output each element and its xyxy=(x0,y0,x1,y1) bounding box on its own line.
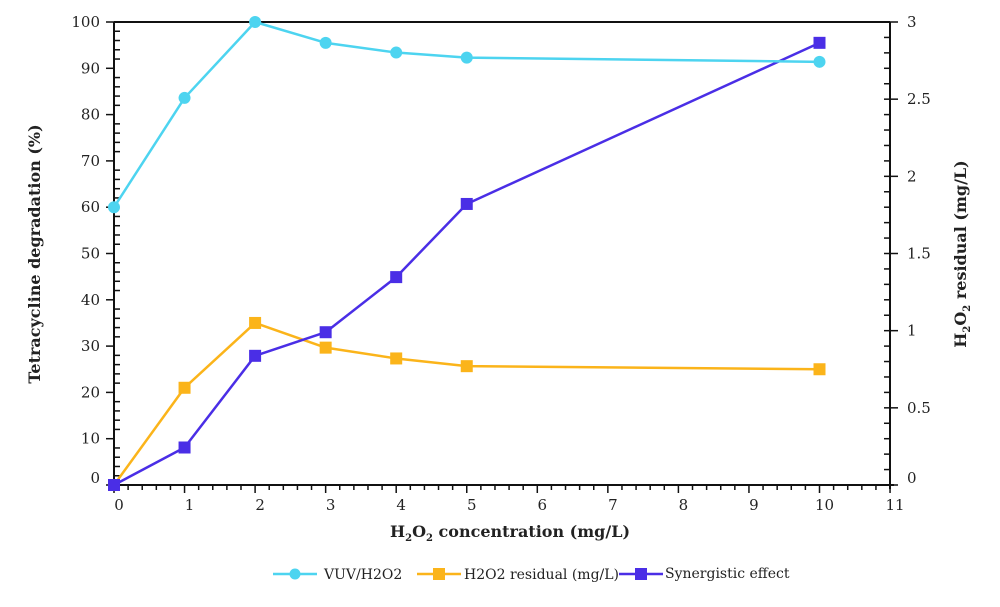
y-axis-title: Tetracycline degradation (%) xyxy=(25,124,44,383)
y2-tick-label: 0.5 xyxy=(907,399,931,417)
data-point-synergistic-effect xyxy=(319,326,332,339)
data-point-h2o2-residual-mg-l xyxy=(460,360,473,373)
y-tick-label: 30 xyxy=(81,337,100,355)
data-point-synergistic-effect xyxy=(813,36,826,49)
data-point-synergistic-effect xyxy=(178,441,191,454)
y2-tick-label: 2.5 xyxy=(907,90,931,108)
x-tick-label: 11 xyxy=(886,496,905,514)
x-tick-label: 0 xyxy=(114,496,124,514)
legend: VUV/H2O2 H2O2 residual (mg/L) Synergisti… xyxy=(273,566,790,583)
x-tick-label: 3 xyxy=(326,496,336,514)
y-tick-label: 10 xyxy=(81,430,100,448)
y-tick-label: 90 xyxy=(81,59,100,77)
data-point-synergistic-effect xyxy=(460,197,473,210)
x-tick-label: 1 xyxy=(185,496,195,514)
data-point-vuv-h2o2 xyxy=(108,201,120,214)
x-title-sub1: 2 xyxy=(405,533,412,544)
y2-tick-label: 2 xyxy=(907,167,917,185)
y-tick-label: 70 xyxy=(81,152,100,170)
y-tick-label: 20 xyxy=(81,383,100,401)
y-tick-label: 100 xyxy=(71,13,100,31)
data-point-vuv-h2o2 xyxy=(178,91,191,104)
y2-title-post: residual (mg/L) xyxy=(951,160,970,304)
y2-title-pre: H xyxy=(951,333,970,348)
y2-title-sub1: 2 xyxy=(962,326,973,333)
data-point-vuv-h2o2 xyxy=(249,16,262,28)
x-axis-title: H2O2 concentration (mg/L) xyxy=(390,522,630,544)
x-tick-label: 7 xyxy=(608,496,618,514)
series-vuv-h2o2 xyxy=(108,16,826,214)
series-line-vuv-h2o2 xyxy=(112,20,820,208)
legend-item-vuv: VUV/H2O2 xyxy=(273,567,402,583)
legend-marker-synergistic xyxy=(635,568,647,580)
data-point-vuv-h2o2 xyxy=(460,51,473,64)
series-h2o2-residual-mg-l xyxy=(108,316,826,491)
data-point-h2o2-residual-mg-l xyxy=(390,352,403,365)
data-point-synergistic-effect xyxy=(108,479,120,491)
y-tick-label: 0 xyxy=(90,469,100,487)
y2-tick-label: 1.5 xyxy=(907,245,931,263)
data-point-vuv-h2o2 xyxy=(319,36,332,49)
legend-marker-h2o2 xyxy=(433,568,445,580)
data-point-h2o2-residual-mg-l xyxy=(178,381,191,394)
y-tick-label: 60 xyxy=(81,198,100,216)
series-line-synergistic-effect xyxy=(113,41,821,487)
y2-title-sub2: 2 xyxy=(962,305,973,312)
x-tick-label: 5 xyxy=(467,496,477,514)
legend-label-synergistic: Synergistic effect xyxy=(665,566,790,582)
y-tick-label: 80 xyxy=(81,106,100,124)
legend-marker-vuv xyxy=(289,568,301,580)
legend-label-h2o2: H2O2 residual (mg/L) xyxy=(464,567,619,583)
x-tick-label: 8 xyxy=(679,496,689,514)
data-point-h2o2-residual-mg-l xyxy=(813,363,826,376)
legend-item-h2o2: H2O2 residual (mg/L) xyxy=(417,567,619,583)
data-point-synergistic-effect xyxy=(390,271,403,284)
y-tick-label: 40 xyxy=(81,291,100,309)
x-title-mid: O xyxy=(412,522,426,541)
x-title-pre: H xyxy=(390,522,405,541)
x-title-sub2: 2 xyxy=(426,533,433,544)
series-synergistic-effect xyxy=(108,36,826,491)
legend-item-synergistic: Synergistic effect xyxy=(619,566,790,582)
series-line-h2o2-residual-mg-l xyxy=(112,321,820,486)
data-point-vuv-h2o2 xyxy=(390,46,403,59)
legend-label-vuv: VUV/H2O2 xyxy=(323,567,402,583)
y2-tick-label: 0 xyxy=(907,469,917,487)
data-point-h2o2-residual-mg-l xyxy=(249,316,262,329)
x-tick-label: 2 xyxy=(255,496,265,514)
x-tick-label: 10 xyxy=(815,496,834,514)
data-point-vuv-h2o2 xyxy=(813,55,826,68)
data-point-h2o2-residual-mg-l xyxy=(319,341,332,354)
y2-title-mid: O xyxy=(951,312,970,326)
y2-axis-title: H2O2 residual (mg/L) xyxy=(951,160,973,347)
y2-tick-label: 1 xyxy=(907,322,917,340)
series-layer xyxy=(108,16,826,491)
data-point-synergistic-effect xyxy=(249,349,262,362)
x-title-post: concentration (mg/L) xyxy=(433,522,630,541)
y-tick-label: 50 xyxy=(81,245,100,263)
x-tick-label: 6 xyxy=(538,496,548,514)
y2-tick-label: 3 xyxy=(907,13,917,31)
x-tick-label: 9 xyxy=(749,496,759,514)
x-tick-label: 4 xyxy=(396,496,406,514)
